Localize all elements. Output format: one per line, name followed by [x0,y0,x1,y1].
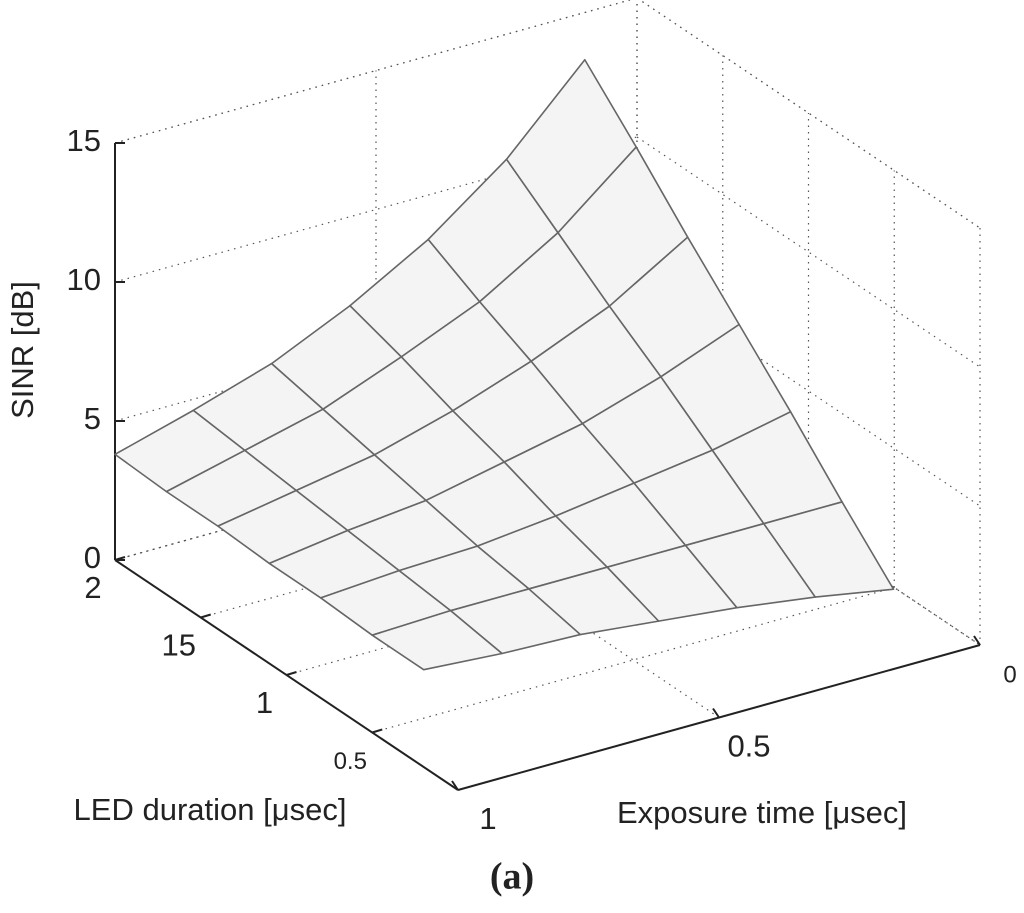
y-tick-label: 1 [256,685,273,720]
x-axis-label: Exposure time [μsec] [617,795,907,830]
y-tick-label: 2 [84,570,101,605]
y-tick [200,613,212,619]
x-tick-label: 1 [479,801,496,836]
x-tick [712,707,720,719]
x-tick [973,635,981,646]
y-tick [371,728,383,734]
z-tick-label: 10 [67,262,101,297]
x-tick [451,780,459,791]
caption: (a) [490,856,534,898]
y-tick [286,671,297,676]
x-tick-label: 0 [1003,661,1016,688]
x-tick-label: 0.5 [727,729,770,764]
y-tick [114,556,126,561]
z-tick-label: 15 [67,123,101,158]
y-tick-label: 15 [162,628,196,663]
z-tick-label: 5 [84,401,101,436]
surface-patch [371,609,503,671]
y-axis-label: LED duration [μsec] [74,792,347,827]
z-tick-label: 0 [84,540,101,575]
z-axis-label: SINR [dB] [5,281,40,419]
y-tick-label: 0.5 [334,748,367,775]
